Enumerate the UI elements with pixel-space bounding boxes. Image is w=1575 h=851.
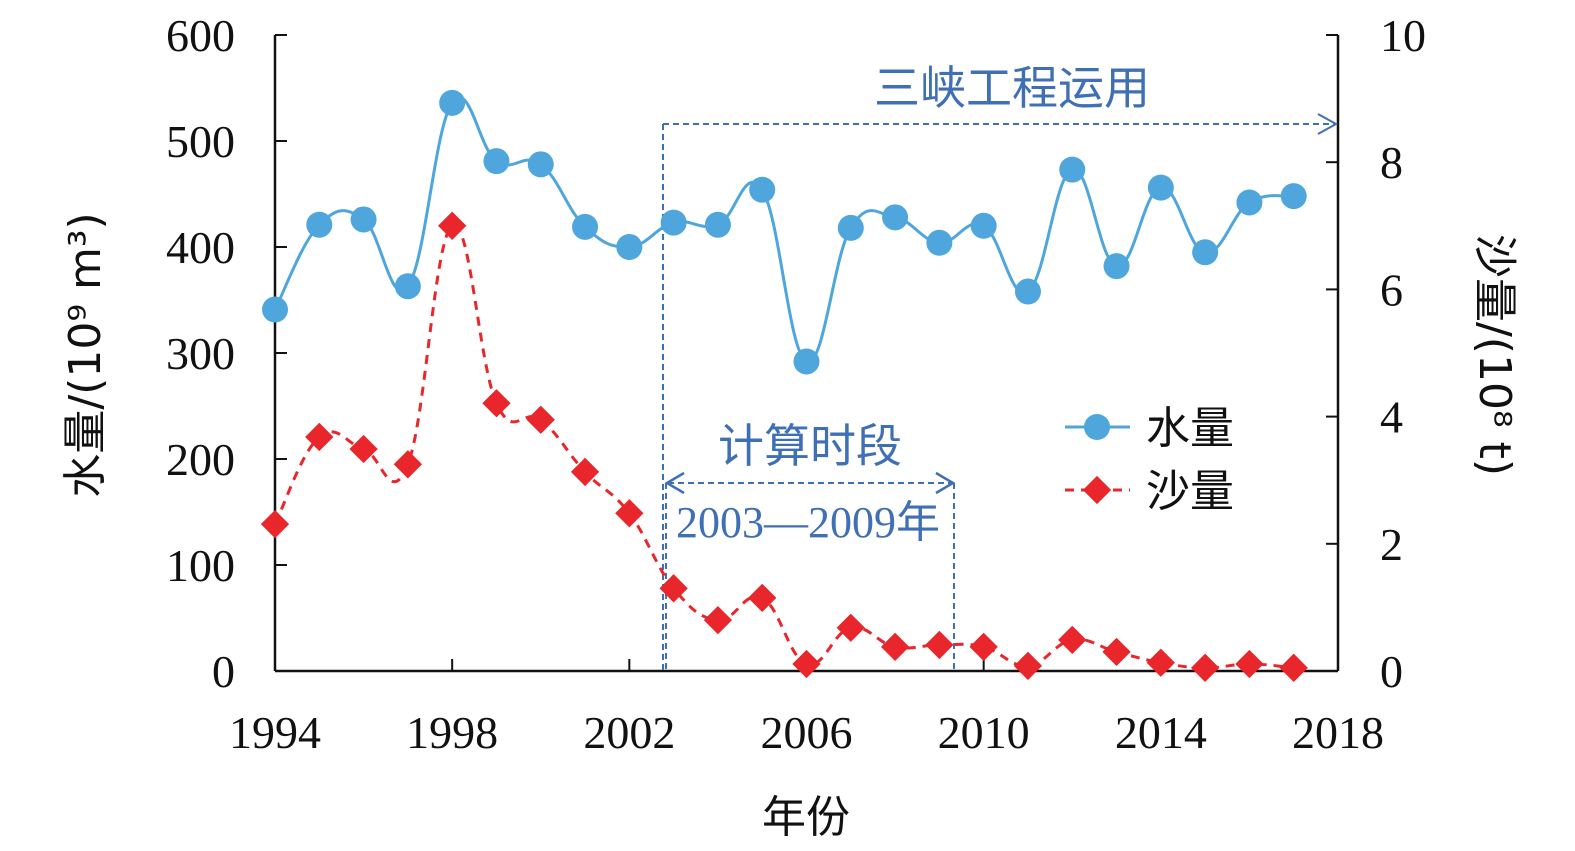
legend-sediment-marker [1082, 475, 1112, 505]
water-point [1280, 183, 1307, 210]
water-line [273, 96, 1294, 363]
y-left-tick-label: 500 [166, 116, 235, 167]
y-right-tick-label: 4 [1380, 392, 1403, 443]
water-point [1014, 278, 1041, 305]
water-point [704, 211, 731, 238]
sediment-point [305, 422, 334, 452]
y-left-tick-label: 0 [212, 646, 235, 697]
y-right-tick-label: 6 [1380, 264, 1403, 315]
x-tick-label: 2018 [1292, 707, 1384, 758]
y-left-tick-label: 100 [166, 540, 235, 591]
sediment-point [748, 583, 777, 613]
sediment-point [880, 632, 910, 661]
water-point [483, 148, 510, 175]
x-tick-label: 2014 [1115, 707, 1207, 758]
water-point [572, 213, 599, 240]
y-right-tick-label: 10 [1380, 10, 1426, 61]
sediment-point [615, 499, 644, 528]
period-arrow-right-head [935, 471, 956, 495]
water-point [749, 176, 776, 203]
period-label: 计算时段 [718, 419, 902, 473]
sediment-point [1102, 637, 1131, 667]
sediment-point [792, 649, 821, 679]
water-point [1147, 174, 1174, 201]
axes: 1994 1998 2002 2006 2010 2014 2018010020030040… [166, 10, 1426, 758]
period-range-label: 2003—2009年 [676, 498, 940, 547]
water-point [616, 234, 643, 260]
y-right-tick-label: 0 [1380, 646, 1403, 697]
y-right-axis-title: 沙量/(10⁸ t) [1469, 234, 1520, 476]
x-tick-label: 2010 [938, 707, 1030, 758]
y-left-tick-label: 300 [166, 328, 235, 379]
y-left-tick-label: 200 [166, 434, 235, 485]
period-arrow-left-head [664, 471, 685, 495]
sediment-point [1013, 651, 1043, 681]
legend: 水量 沙量 [1065, 403, 1234, 517]
water-point [394, 273, 421, 300]
water-point [970, 212, 997, 239]
water-point [882, 204, 909, 231]
sediment-point [969, 632, 998, 661]
sediment-point [1279, 653, 1308, 682]
x-axis-title: 年份 [762, 792, 850, 843]
water-point [1059, 156, 1086, 183]
x-tick-label: 2006 [761, 707, 853, 758]
sediment-point [349, 434, 378, 464]
water-point [1236, 189, 1263, 216]
sediment-point [393, 450, 423, 479]
y-right-tick-label: 8 [1380, 137, 1403, 188]
water-point [793, 348, 820, 375]
sediment-line [273, 223, 1294, 670]
sediment-point [659, 574, 688, 603]
sediment-point [1235, 649, 1264, 679]
water-point [262, 296, 288, 323]
legend-water-marker [1084, 414, 1110, 440]
legend-sediment-label: 沙量 [1146, 466, 1234, 517]
sediment-point [1190, 653, 1220, 682]
y-left-tick-label: 600 [166, 10, 235, 61]
x-tick-label: 2002 [583, 707, 675, 758]
tgp-arrow-head [1317, 113, 1339, 135]
legend-water-label: 水量 [1146, 403, 1234, 454]
water-point [1103, 253, 1130, 280]
sediment-point [438, 211, 467, 240]
sediment-point [925, 630, 954, 660]
sediment-point [570, 457, 600, 487]
sediment-point [836, 613, 865, 642]
x-tick-label: 1994 [229, 707, 321, 758]
water-point [1192, 239, 1219, 266]
sediment-point [1146, 648, 1175, 677]
water-point [306, 211, 333, 238]
water-point [926, 229, 953, 256]
water-point [439, 89, 466, 116]
y-left-tick-label: 400 [166, 222, 235, 273]
y-left-axis-title: 水量/(10⁹ m³) [60, 212, 111, 497]
sediment-point [703, 605, 733, 635]
series [260, 89, 1308, 682]
y-right-tick-label: 2 [1380, 519, 1403, 570]
sediment-point [1058, 625, 1087, 654]
water-point [837, 214, 864, 241]
water-point [660, 209, 687, 236]
sediment-point [526, 405, 555, 434]
tgp-label: 三峡工程运用 [874, 61, 1150, 115]
sediment-point [482, 389, 511, 418]
x-tick-label: 1998 [406, 707, 498, 758]
sediment-point [260, 509, 290, 539]
water-point [527, 151, 554, 178]
water-point [350, 206, 377, 233]
